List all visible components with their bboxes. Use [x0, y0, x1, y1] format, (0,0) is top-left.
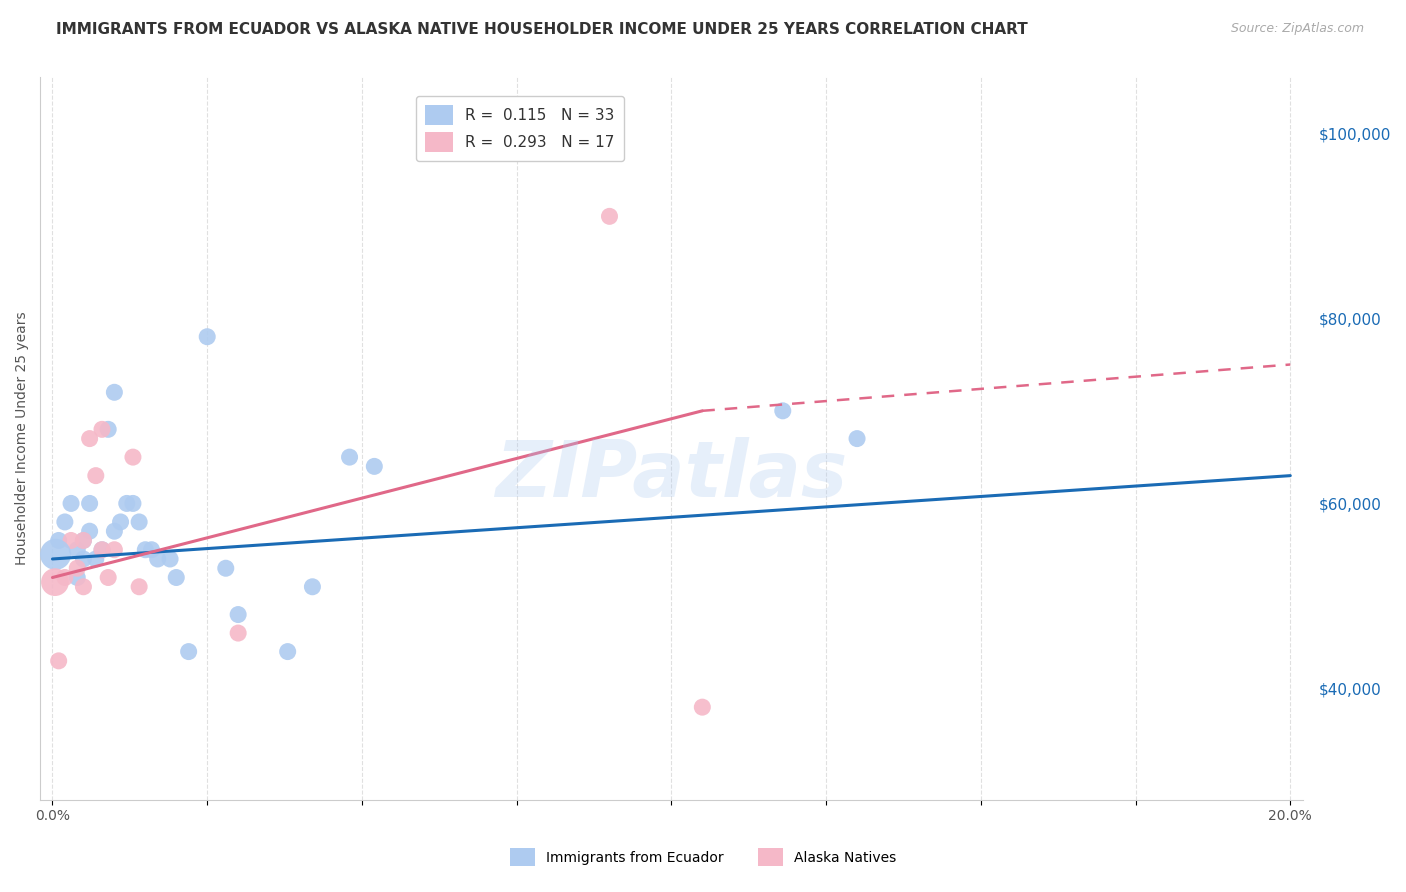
Point: [103, 542, 125, 557]
Point: [846, 432, 869, 446]
Point: [103, 524, 125, 539]
Point: [66, 570, 89, 584]
Point: [60, 533, 83, 548]
Point: [53, 570, 76, 584]
Point: [215, 561, 238, 575]
Point: [363, 459, 385, 474]
Point: [301, 580, 323, 594]
Point: [772, 404, 794, 418]
Point: [48, 533, 70, 548]
Point: [91, 542, 114, 557]
Point: [91, 542, 114, 557]
Point: [177, 644, 200, 658]
Point: [692, 700, 714, 714]
Point: [97, 570, 120, 584]
Point: [44, 575, 66, 590]
Point: [598, 210, 620, 224]
Point: [128, 580, 150, 594]
Point: [45, 547, 67, 561]
Point: [84, 552, 107, 566]
Point: [103, 385, 125, 400]
Point: [122, 496, 145, 510]
Point: [79, 496, 101, 510]
Point: [79, 524, 101, 539]
Y-axis label: Householder Income Under 25 years: Householder Income Under 25 years: [15, 312, 30, 566]
Point: [128, 515, 150, 529]
Point: [72, 533, 94, 548]
Point: [91, 422, 114, 436]
Point: [226, 626, 249, 640]
Legend: Immigrants from Ecuador, Alaska Natives: Immigrants from Ecuador, Alaska Natives: [503, 843, 903, 871]
Point: [134, 542, 156, 557]
Point: [79, 432, 101, 446]
Point: [60, 496, 83, 510]
Point: [72, 552, 94, 566]
Point: [122, 450, 145, 464]
Point: [146, 552, 169, 566]
Point: [159, 552, 181, 566]
Text: Source: ZipAtlas.com: Source: ZipAtlas.com: [1230, 22, 1364, 36]
Point: [66, 542, 89, 557]
Point: [115, 496, 138, 510]
Point: [84, 468, 107, 483]
Text: ZIPatlas: ZIPatlas: [495, 437, 848, 513]
Point: [97, 422, 120, 436]
Point: [66, 561, 89, 575]
Point: [141, 542, 163, 557]
Point: [165, 570, 187, 584]
Point: [53, 515, 76, 529]
Legend: R =  0.115   N = 33, R =  0.293   N = 17: R = 0.115 N = 33, R = 0.293 N = 17: [416, 96, 624, 161]
Point: [195, 330, 218, 344]
Point: [72, 580, 94, 594]
Point: [48, 654, 70, 668]
Point: [72, 533, 94, 548]
Point: [226, 607, 249, 622]
Point: [339, 450, 361, 464]
Point: [110, 515, 132, 529]
Point: [277, 644, 299, 658]
Text: IMMIGRANTS FROM ECUADOR VS ALASKA NATIVE HOUSEHOLDER INCOME UNDER 25 YEARS CORRE: IMMIGRANTS FROM ECUADOR VS ALASKA NATIVE…: [56, 22, 1028, 37]
